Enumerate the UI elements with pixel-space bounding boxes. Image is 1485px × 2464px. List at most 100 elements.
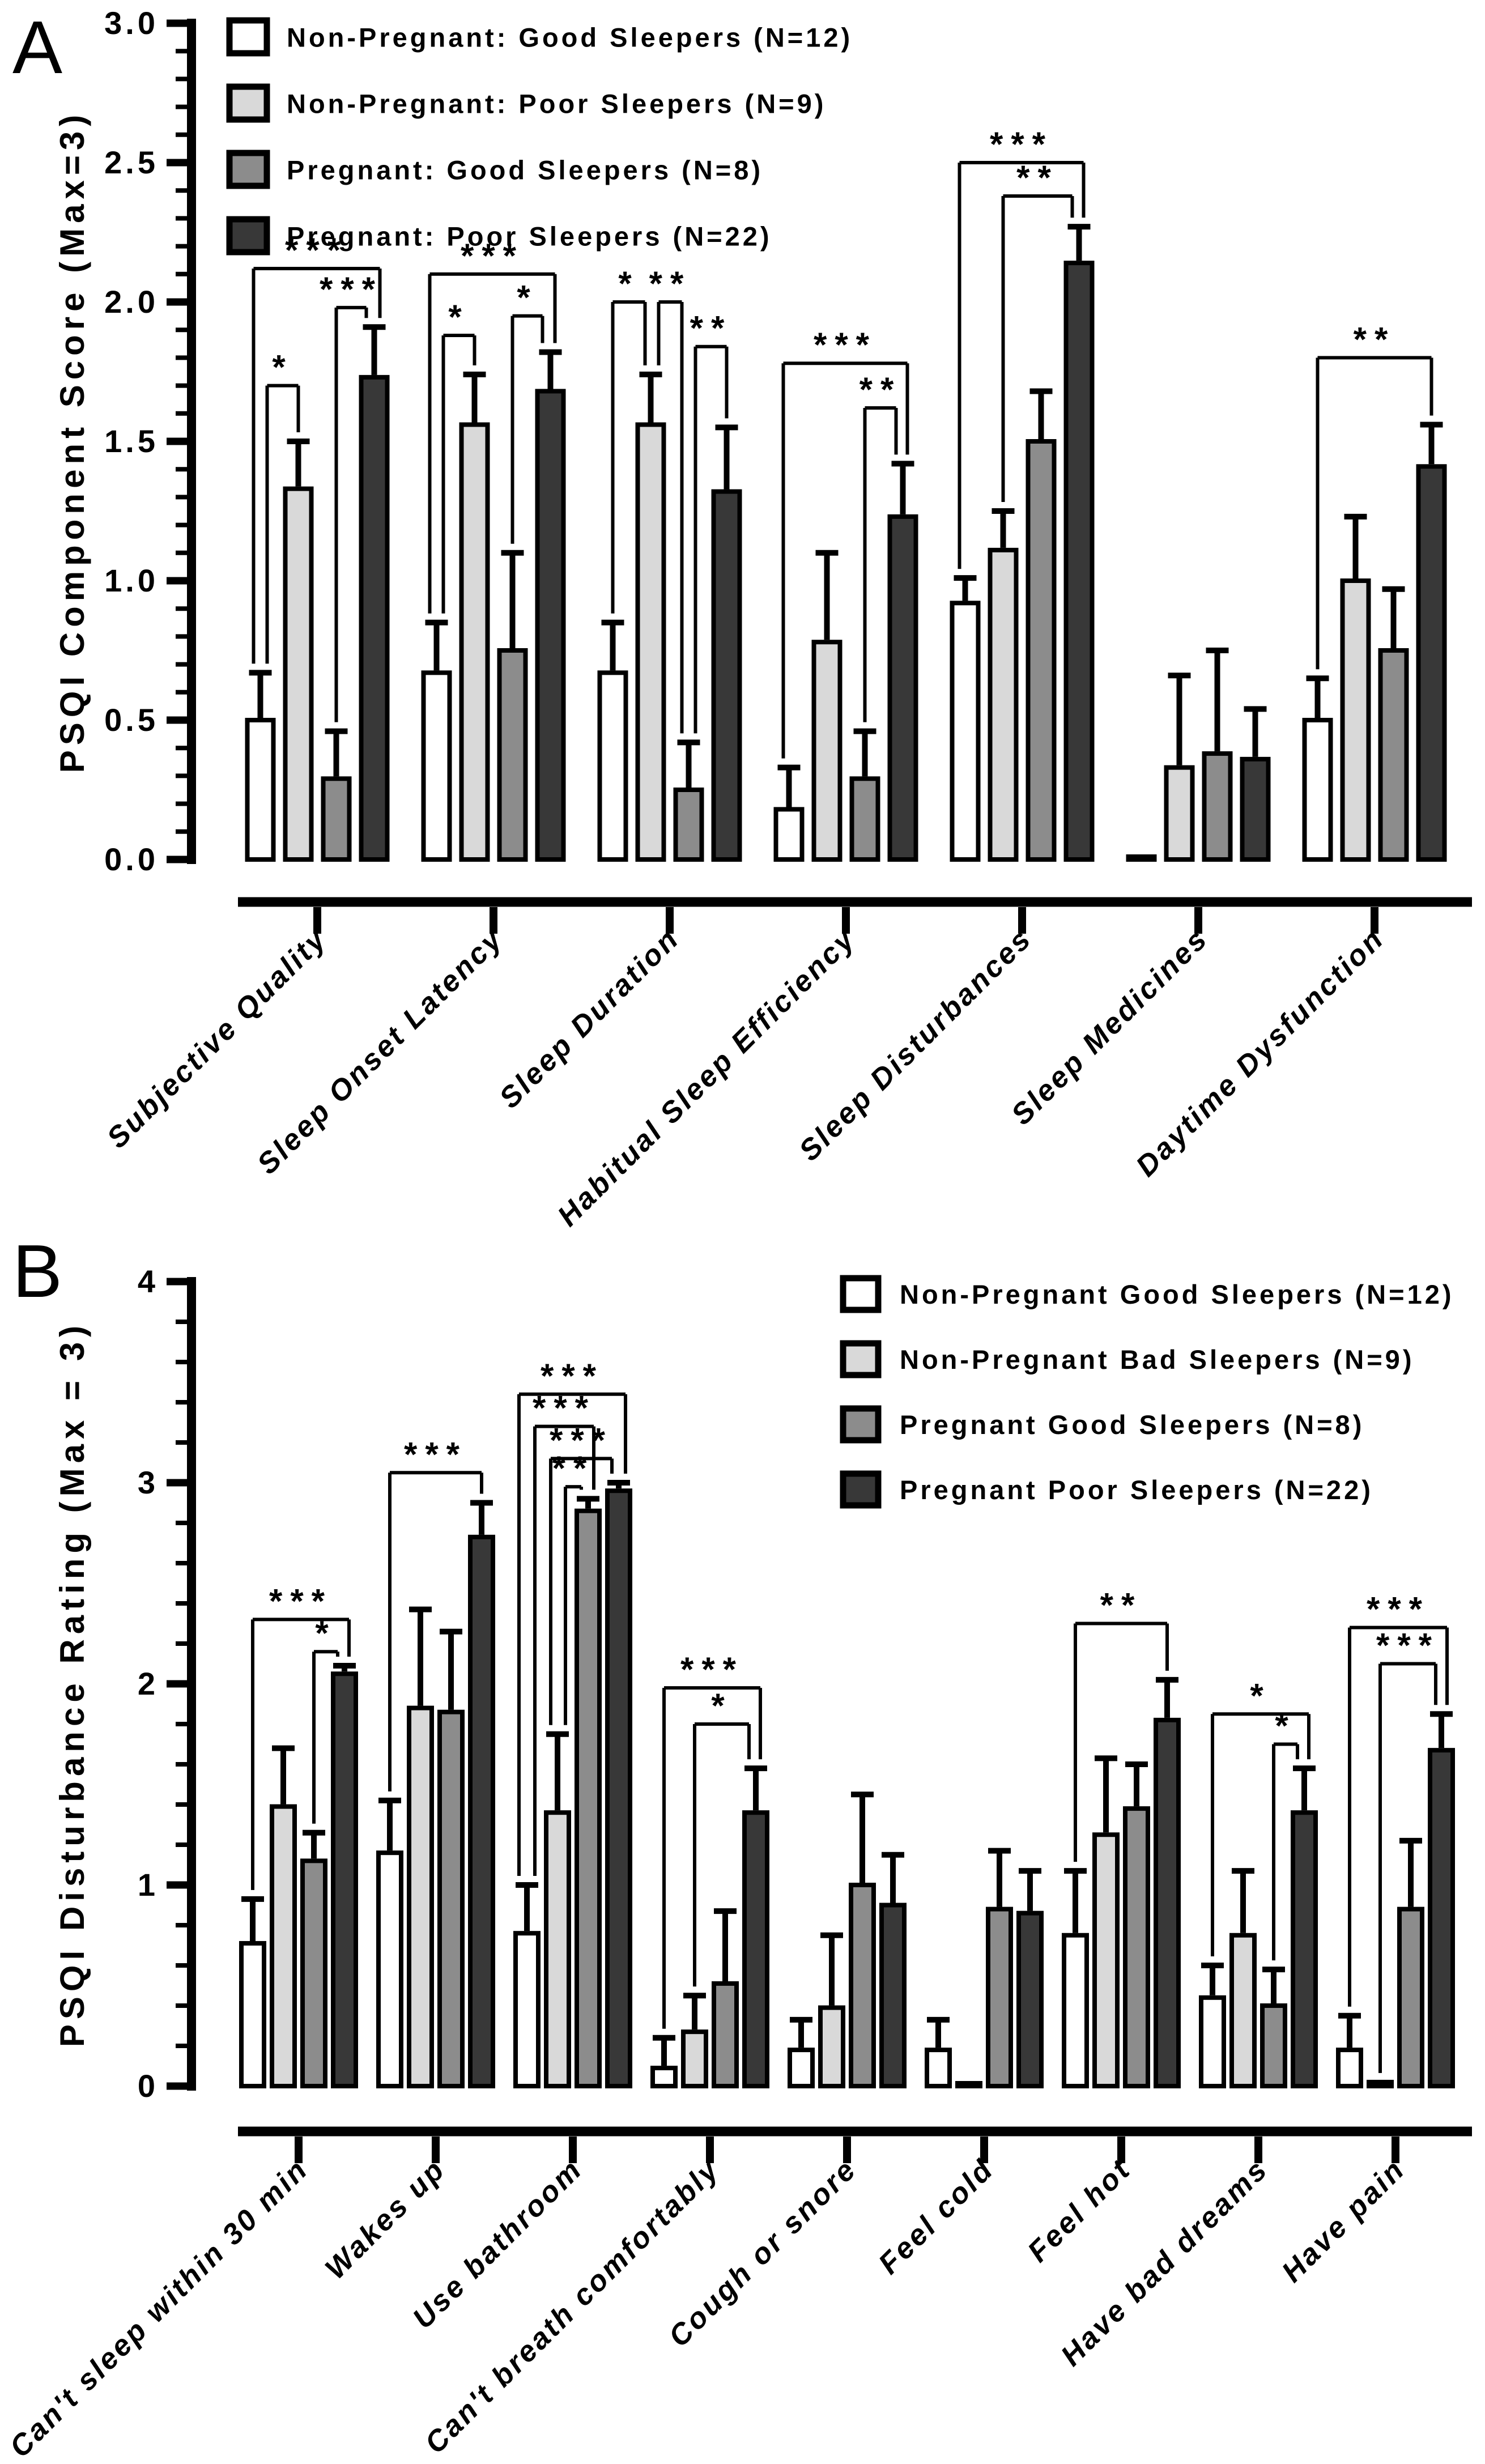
bar-s3-g0	[331, 1671, 358, 2088]
bar-s3-g2	[605, 1488, 632, 2088]
sig-asterisks: **	[859, 371, 902, 408]
legend-swatch-1	[840, 1340, 882, 1378]
panel-b-letter: B	[12, 1229, 64, 1313]
bar-s2-g4	[1026, 439, 1057, 862]
sig-asterisks: *	[1250, 1676, 1271, 1714]
sig-asterisks: *	[315, 1614, 336, 1652]
bar-s0-g6	[1302, 718, 1333, 862]
bar-s3-g1	[535, 389, 566, 862]
bar-s0-g1	[421, 670, 452, 862]
bar-s3-g3	[887, 514, 918, 862]
bar-s0-g4	[950, 601, 981, 862]
bar-s2-g0	[300, 1858, 327, 2088]
bar-s0-g2	[513, 1931, 541, 2088]
bar-s1-g6	[1092, 1832, 1120, 2088]
bar-s3-g2	[711, 489, 742, 862]
bar-s2-g7	[1260, 2003, 1287, 2088]
legend-label-3: Pregnant Poor Sleepers (N=22)	[900, 1475, 1373, 1505]
y-tick-label: 4	[138, 1263, 159, 1299]
bar-s1-g1	[407, 1705, 434, 2089]
bar-s3-g5	[1016, 1910, 1044, 2088]
bar-s2-g5	[1202, 751, 1233, 862]
panel-a-letter: A	[12, 6, 64, 89]
legend-swatch-0	[840, 1275, 882, 1313]
x-category-label: Sleep Duration	[493, 922, 686, 1114]
bar-s3-g6	[1416, 464, 1447, 862]
bar-s3-g7	[1291, 1810, 1318, 2088]
sig-asterisks: **	[552, 1449, 595, 1487]
sig-asterisks: ***	[814, 326, 877, 364]
bar-s1-g4	[818, 2005, 845, 2089]
bar-s3-g6	[1154, 1717, 1181, 2088]
legend-swatch-3	[226, 216, 270, 256]
sig-asterisks: *	[448, 298, 469, 336]
bar-s2-g2	[673, 788, 704, 862]
bar-s1-g2	[544, 1810, 571, 2088]
x-category-label: Can't breath comfortably	[419, 2152, 726, 2460]
sig-asterisks: **	[1016, 159, 1059, 197]
bar-s1-g0	[270, 1804, 297, 2089]
bar-s3-g5	[1240, 756, 1271, 862]
x-category-label: Sleep Medicines	[1005, 922, 1215, 1131]
bar-s0-g3	[773, 807, 805, 862]
bar-s0-g4	[788, 2048, 815, 2089]
bar-s2-g6	[1378, 648, 1409, 862]
legend-label-0: Non-Pregnant Good Sleepers (N=12)	[900, 1279, 1454, 1309]
sig-asterisks: **	[690, 309, 733, 347]
legend-swatch-3	[840, 1470, 882, 1509]
bar-s3-g4	[879, 1903, 907, 2088]
bar-s0-g1	[376, 1850, 403, 2088]
legend-swatch-1	[226, 83, 270, 123]
bar-s0-g3	[650, 2066, 678, 2089]
legend-label-3: Pregnant: Poor Sleepers (N=22)	[287, 221, 772, 251]
bar-s0-g6	[1062, 1933, 1089, 2088]
bar-s1-g8	[1367, 2079, 1394, 2088]
bar-s0-g5	[925, 2048, 952, 2089]
bar-s2-g5	[986, 1906, 1013, 2089]
legend-label-0: Non-Pregnant: Good Sleepers (N=12)	[287, 22, 853, 52]
y-tick-label: 1	[138, 1867, 159, 1903]
bar-s1-g6	[1340, 578, 1371, 862]
legend-label-1: Non-Pregnant Bad Sleepers (N=9)	[900, 1344, 1414, 1374]
y-tick-label: 0	[138, 2068, 159, 2104]
y-tick-label: 1.0	[104, 563, 159, 598]
bar-s1-g0	[283, 486, 314, 862]
sig-asterisks: ***	[404, 1435, 467, 1473]
sig-asterisks: ***	[550, 1421, 613, 1459]
x-category-label: Can't sleep within 30 min	[3, 2152, 315, 2464]
bar-s2-g1	[497, 648, 528, 862]
sig-asterisks: ***	[1376, 1627, 1440, 1665]
bar-s2-g3	[712, 1981, 739, 2088]
bar-s2-g1	[437, 1709, 465, 2088]
legend-label-1: Non-Pregnant: Poor Sleepers (N=9)	[287, 88, 826, 118]
x-category-label: Habitual Sleep Efficiency	[551, 922, 862, 1232]
bar-s2-g4	[849, 1883, 876, 2088]
bar-s2-g3	[849, 776, 880, 862]
sig-asterisks: *	[618, 265, 639, 303]
sig-asterisks: ***	[1367, 1590, 1430, 1628]
legend-label-2: Pregnant Good Sleepers (N=8)	[900, 1410, 1364, 1440]
bar-s3-g4	[1063, 261, 1095, 862]
x-category-label: Wakes up	[319, 2152, 452, 2286]
sig-asterisks: ***	[990, 125, 1053, 163]
sig-asterisks: ***	[461, 237, 524, 275]
sig-asterisks: *	[711, 1687, 732, 1725]
sig-asterisks: ***	[680, 1650, 744, 1688]
y-tick-label: 3	[138, 1465, 159, 1500]
sig-asterisks: **	[649, 265, 692, 303]
y-axis-title: PSQI Component Score (Max=3)	[53, 110, 91, 773]
bar-s1-g5	[955, 2081, 982, 2088]
bar-s1-g5	[1164, 765, 1195, 862]
legend-swatch-2	[226, 150, 270, 189]
bar-s2-g2	[575, 1508, 602, 2088]
bar-s0-g0	[245, 718, 276, 862]
legend-label-2: Pregnant: Good Sleepers (N=8)	[287, 155, 763, 185]
bar-s3-g1	[468, 1534, 495, 2089]
bar-s0-g7	[1199, 1995, 1226, 2089]
y-tick-label: 2	[138, 1666, 159, 1701]
sig-asterisks: ***	[320, 270, 383, 308]
y-axis-title: PSQI Disturbance Rating (Max = 3)	[53, 1321, 91, 2047]
bar-s1-g2	[635, 422, 666, 862]
bar-s0-g8	[1336, 2048, 1363, 2089]
